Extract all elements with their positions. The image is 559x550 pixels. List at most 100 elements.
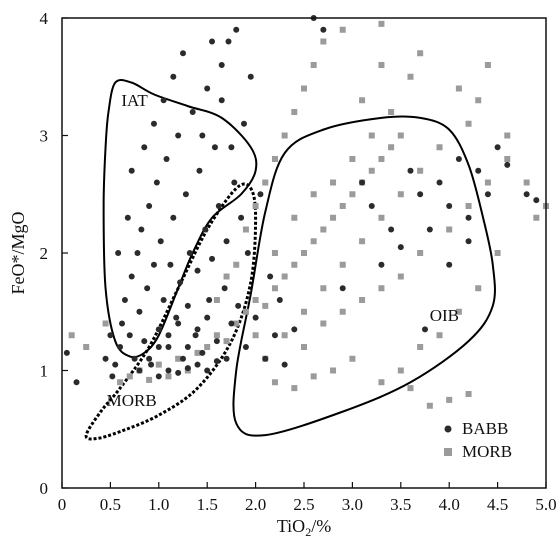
babb-point	[504, 161, 511, 168]
region-label-iat: IAT	[121, 91, 148, 110]
babb-point	[102, 355, 109, 362]
morb-point	[436, 332, 443, 339]
morb-point	[301, 250, 307, 256]
morb-point	[475, 285, 482, 292]
morb-point	[175, 355, 182, 362]
babb-point	[244, 250, 251, 256]
babb-point	[202, 226, 209, 233]
babb-point	[218, 97, 225, 104]
babb-point	[533, 197, 540, 204]
data-points	[63, 15, 549, 409]
morb-point	[310, 373, 317, 380]
legend-marker-babb	[444, 425, 452, 433]
morb-point	[126, 373, 133, 380]
morb-point	[378, 379, 385, 386]
y-tick-label: 1	[40, 362, 49, 381]
morb-point	[223, 338, 230, 345]
x-tick-label: 0	[58, 495, 67, 514]
region-outlines	[84, 78, 496, 441]
babb-point	[271, 332, 278, 339]
babb-point	[165, 367, 172, 374]
morb-point	[378, 214, 385, 221]
babb-point	[146, 203, 153, 209]
region-outline-oib	[232, 115, 496, 437]
legend-label-morb: MORB	[462, 442, 512, 461]
y-axis-title: FeO*/MgO	[8, 211, 28, 294]
legend: BABB MORB	[444, 419, 512, 461]
morb-point	[465, 203, 472, 209]
babb-point	[150, 120, 157, 127]
morb-point	[388, 144, 395, 151]
morb-point	[446, 226, 453, 233]
morb-point	[252, 203, 259, 209]
babb-point	[175, 369, 182, 376]
babb-point	[175, 320, 182, 327]
morb-point	[455, 85, 462, 92]
babb-point	[184, 302, 191, 309]
morb-point	[223, 273, 230, 280]
babb-point	[223, 355, 230, 362]
morb-point	[397, 273, 404, 280]
morb-point	[523, 179, 530, 186]
babb-point	[523, 191, 530, 198]
morb-point	[378, 156, 385, 162]
babb-point	[186, 250, 193, 256]
babb-point	[184, 365, 191, 372]
babb-point	[215, 203, 222, 209]
x-tick-label: 2.5	[293, 495, 314, 514]
morb-point	[310, 191, 317, 198]
x-tick-label: 1.0	[148, 495, 169, 514]
morb-point	[262, 179, 269, 186]
babb-point	[148, 361, 155, 368]
babb-point	[199, 349, 206, 356]
babb-point	[128, 167, 135, 174]
axis-ticks: 0 0.5 1.0 1.5 2.0 2.5 3.0 3.5 4.0 4.5 5.0 0 1 2 3 4	[40, 9, 557, 514]
babb-point	[475, 167, 482, 174]
babb-point	[157, 238, 164, 245]
morb-point	[291, 385, 298, 392]
babb-point	[218, 62, 225, 68]
babb-point	[225, 38, 232, 45]
babb-point	[262, 355, 269, 362]
babb-point	[177, 279, 184, 286]
morb-point	[533, 214, 540, 221]
morb-point	[397, 191, 404, 198]
babb-point	[199, 132, 206, 139]
babb-point	[138, 226, 145, 233]
region-label-oib: OIB	[430, 306, 459, 325]
morb-point	[339, 26, 346, 33]
morb-point	[339, 308, 346, 315]
babb-point	[417, 191, 424, 198]
morb-point	[252, 332, 259, 339]
morb-point	[146, 376, 153, 383]
babb-point	[228, 320, 235, 327]
morb-point	[281, 132, 288, 139]
morb-point	[330, 367, 337, 374]
morb-point	[213, 332, 220, 339]
babb-point	[446, 261, 453, 268]
morb-point	[484, 179, 491, 186]
babb-point	[146, 355, 153, 362]
babb-point	[134, 250, 141, 256]
babb-point	[155, 326, 162, 333]
babb-point	[204, 85, 211, 92]
morb-point	[388, 109, 395, 115]
babb-point	[175, 132, 182, 139]
morb-point	[417, 50, 424, 57]
morb-point	[368, 132, 375, 139]
morb-point	[436, 144, 443, 151]
morb-point	[262, 302, 269, 309]
babb-point	[73, 379, 80, 386]
morb-point	[233, 320, 240, 327]
babb-point	[320, 26, 327, 33]
morb-point	[349, 191, 356, 198]
morb-point	[475, 97, 482, 104]
babb-point	[167, 261, 174, 268]
babb-point	[192, 332, 199, 339]
babb-point	[196, 167, 203, 174]
morb-point	[330, 179, 337, 186]
x-tick-label: 3.5	[390, 495, 411, 514]
babb-point	[112, 361, 119, 368]
babb-point	[359, 179, 366, 186]
